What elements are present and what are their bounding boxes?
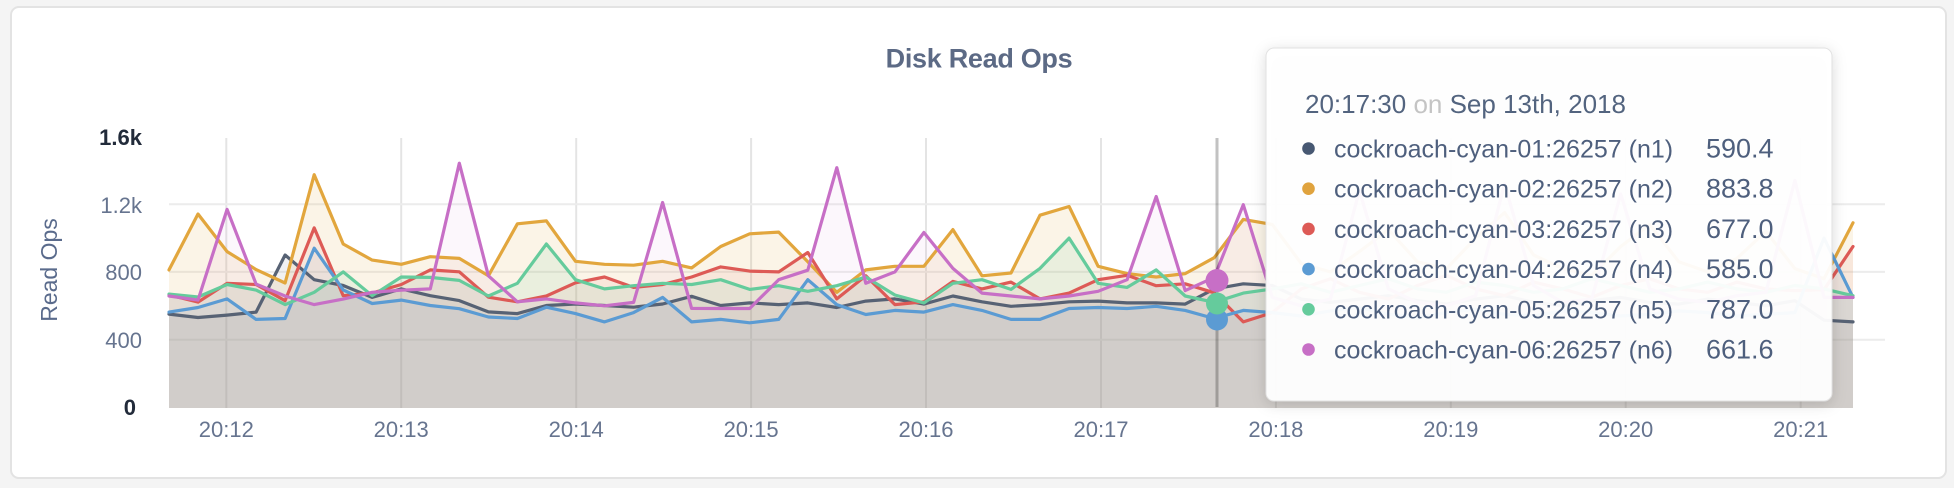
svg-text:1.6k: 1.6k xyxy=(99,125,143,150)
svg-text:787.0: 787.0 xyxy=(1706,294,1774,324)
svg-text:585.0: 585.0 xyxy=(1706,254,1774,284)
svg-text:20:13: 20:13 xyxy=(374,417,429,442)
svg-text:661.6: 661.6 xyxy=(1706,335,1774,365)
svg-text:cockroach-cyan-03:26257 (n3): cockroach-cyan-03:26257 (n3) xyxy=(1334,216,1673,244)
svg-text:20:17:30 on Sep 13th, 2018: 20:17:30 on Sep 13th, 2018 xyxy=(1305,89,1626,119)
svg-text:677.0: 677.0 xyxy=(1706,214,1774,244)
svg-text:cockroach-cyan-04:26257 (n4): cockroach-cyan-04:26257 (n4) xyxy=(1334,256,1673,284)
svg-text:Read Ops: Read Ops xyxy=(36,218,62,322)
svg-text:20:16: 20:16 xyxy=(898,417,953,442)
svg-text:20:19: 20:19 xyxy=(1423,417,1478,442)
svg-text:20:21: 20:21 xyxy=(1773,417,1828,442)
svg-text:cockroach-cyan-02:26257 (n2): cockroach-cyan-02:26257 (n2) xyxy=(1334,176,1673,204)
svg-text:20:15: 20:15 xyxy=(724,417,779,442)
svg-text:20:17: 20:17 xyxy=(1073,417,1128,442)
svg-text:883.8: 883.8 xyxy=(1706,174,1774,204)
svg-text:800: 800 xyxy=(105,260,142,285)
svg-text:400: 400 xyxy=(105,328,142,353)
svg-text:cockroach-cyan-01:26257 (n1): cockroach-cyan-01:26257 (n1) xyxy=(1334,136,1673,164)
svg-text:20:12: 20:12 xyxy=(199,417,254,442)
svg-text:20:20: 20:20 xyxy=(1598,417,1653,442)
svg-text:cockroach-cyan-06:26257 (n6): cockroach-cyan-06:26257 (n6) xyxy=(1334,337,1673,365)
svg-text:1.2k: 1.2k xyxy=(100,193,143,218)
svg-text:cockroach-cyan-05:26257 (n5): cockroach-cyan-05:26257 (n5) xyxy=(1334,296,1673,324)
svg-text:590.4: 590.4 xyxy=(1706,134,1774,164)
svg-text:20:18: 20:18 xyxy=(1248,417,1303,442)
svg-text:20:14: 20:14 xyxy=(549,417,604,442)
svg-text:0: 0 xyxy=(124,395,136,420)
svg-text:Disk Read Ops: Disk Read Ops xyxy=(886,44,1073,74)
